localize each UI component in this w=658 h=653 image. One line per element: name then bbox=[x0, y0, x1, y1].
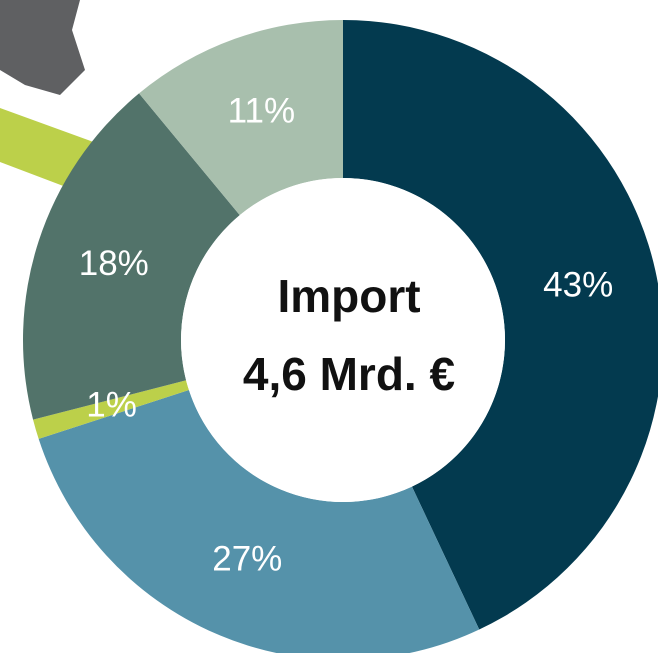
slice-label: 27% bbox=[212, 539, 282, 578]
map-decoration bbox=[0, 0, 85, 95]
slice bbox=[139, 20, 343, 216]
slice bbox=[38, 390, 480, 653]
center-subtitle: 4,6 Mrd. € bbox=[243, 348, 455, 400]
slice bbox=[33, 380, 189, 439]
slice bbox=[343, 20, 658, 630]
donut bbox=[23, 20, 658, 653]
slice-label: 1% bbox=[86, 385, 137, 424]
slice-label: 11% bbox=[228, 91, 295, 130]
center-title: Import bbox=[277, 270, 420, 322]
donut-hole bbox=[181, 178, 505, 502]
slice-label: 43% bbox=[543, 266, 613, 305]
slice-label: 18% bbox=[79, 244, 149, 283]
slice bbox=[23, 93, 240, 420]
